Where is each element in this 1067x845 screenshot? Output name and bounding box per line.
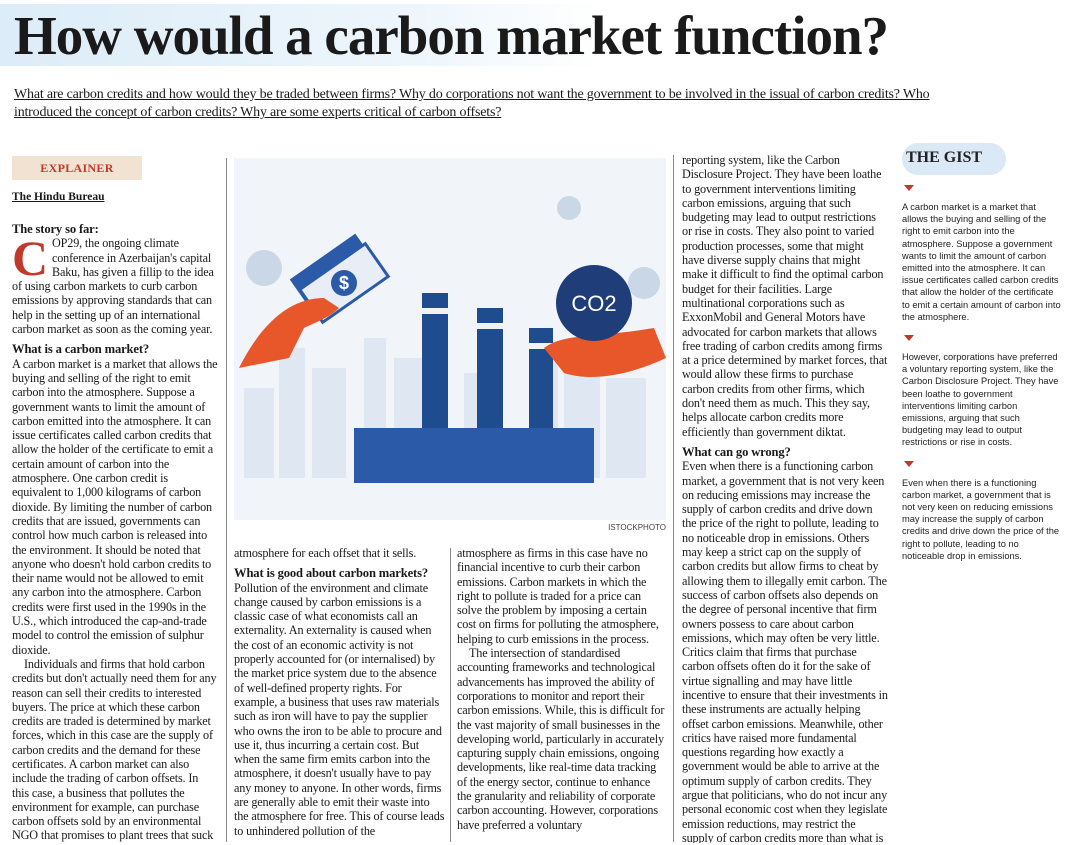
gist-item: However, corporations have preferred a v… [902, 352, 1059, 448]
right-hand [544, 328, 666, 378]
column: atmosphere for each offset that it sells… [234, 546, 446, 842]
paragraph-text: A carbon market is a market that allows … [12, 356, 218, 657]
headline: How would a carbon market function? [14, 5, 889, 66]
co2-bubble [556, 265, 632, 341]
paragraph: C OP29, the ongoing climate conference in… [12, 230, 218, 337]
gears [246, 196, 660, 299]
paragraph-text: reporting system, like the Carbon Disclo… [682, 153, 888, 439]
smokestacks [354, 293, 594, 483]
column: reporting system, like the Carbon Disclo… [682, 153, 888, 843]
section-heading: The story so far: [12, 222, 99, 236]
paragraph: Pollution of the environment and climate… [234, 581, 446, 838]
paragraph-text: atmosphere as firms in this case have no… [457, 546, 659, 646]
paragraph: atmosphere as firms in this case have no… [457, 546, 667, 646]
paragraph-text: Pollution of the environment and climate… [234, 580, 445, 838]
gist-title: THE GIST [902, 143, 1007, 175]
section-heading: What is a carbon market? [12, 342, 150, 357]
byline: The Hindu Bureau [12, 191, 105, 203]
svg-text:$: $ [339, 273, 349, 293]
section-heading: What can go wrong? [682, 444, 791, 459]
paragraph-text: atmosphere for each offset that it sells… [234, 546, 417, 560]
column-rule [226, 158, 227, 842]
paragraph-text: Individuals and firms that hold carbon c… [12, 656, 217, 842]
title-brush [0, 4, 600, 66]
paragraph: Even when there is a functioning carbon … [682, 459, 888, 843]
paragraph: atmosphere for each offset that it sells… [234, 546, 446, 560]
gist-item: A carbon market is a market that allows … [902, 202, 1061, 322]
left-hand [239, 298, 339, 368]
gist-box: THE GIST A carbon market is a market tha… [902, 143, 1062, 574]
column: atmosphere as firms in this case have no… [457, 546, 667, 842]
paragraph-text: The intersection of standardised account… [457, 646, 665, 832]
illustration: $ CO2 [234, 158, 666, 520]
column-rule [673, 155, 674, 842]
co2-label: CO2 [571, 291, 616, 316]
paragraph: reporting system, like the Carbon Disclo… [682, 153, 888, 439]
section-heading: What is good about carbon markets? [234, 566, 428, 581]
gist-list: A carbon market is a market that allows … [902, 185, 1062, 562]
drop-cap: C [12, 230, 48, 287]
gist-marker [904, 185, 914, 191]
gist-marker [904, 460, 914, 467]
column: The story so far: C OP29, the ongoing clim… [12, 216, 218, 842]
gist-item: Even when there is a functioning carbon … [902, 477, 1060, 561]
paragraph: The intersection of standardised account… [457, 646, 667, 832]
gist-marker [904, 335, 914, 342]
photo-credit: ISTOCKPHOTO [608, 523, 666, 532]
deck: What are carbon credits and how would th… [14, 87, 930, 120]
paragraph: Individuals and firms that hold carbon c… [12, 657, 218, 842]
column-rule [450, 548, 451, 842]
paragraph-text: OP29, the ongoing climate conference in … [12, 236, 214, 337]
section-label: EXPLAINER [12, 156, 142, 180]
stack-stripes [422, 308, 553, 349]
paragraph: A carbon market is a market that allows … [12, 357, 218, 657]
paragraph-text: Even when there is a functioning carbon … [682, 459, 888, 843]
